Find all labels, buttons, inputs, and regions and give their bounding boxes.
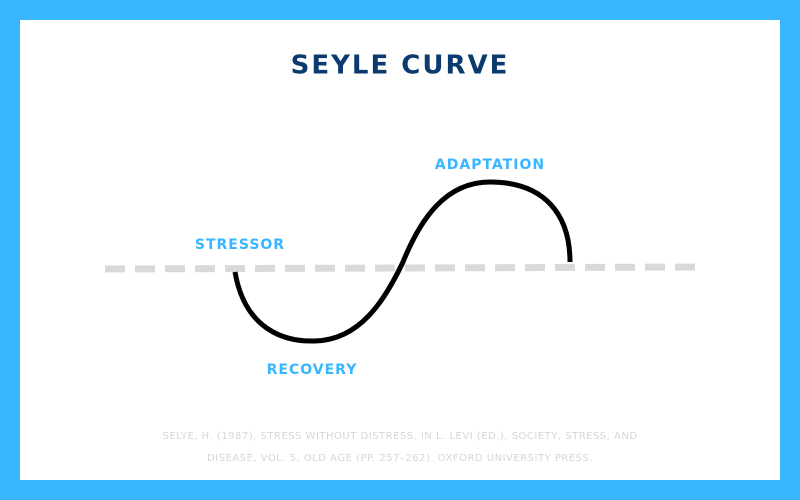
citation-line: DISEASE, VOL. 5, OLD AGE (PP. 257–262). … [207,453,593,464]
citation-line: SELYE, H. (1987). STRESS WITHOUT DISTRES… [162,431,637,442]
recovery-label: RECOVERY [267,362,358,378]
panel [20,20,780,480]
stress-curve [232,179,573,344]
baseline [104,263,701,273]
stressor-label: STRESSOR [195,237,285,253]
adaptation-label: ADAPTATION [435,157,545,173]
title: SEYLE CURVE [291,51,510,81]
